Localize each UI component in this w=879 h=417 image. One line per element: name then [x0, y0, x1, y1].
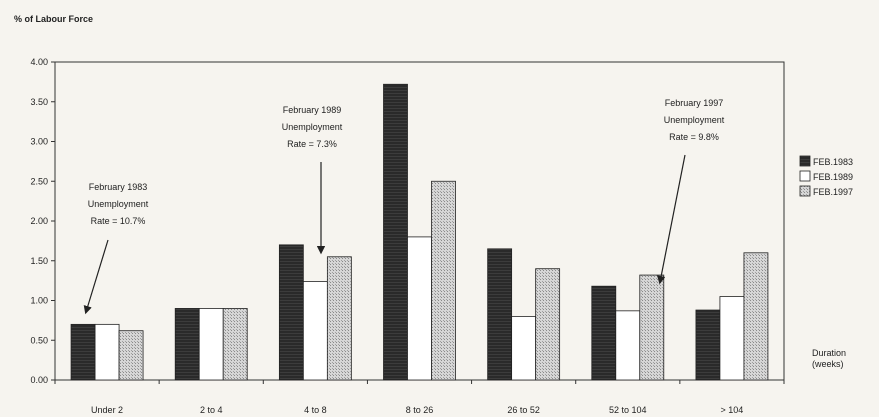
x-category-label: Under 2: [91, 405, 123, 415]
bar-feb-1989-2: [302, 281, 328, 381]
bar-feb-1997-6: [743, 252, 769, 381]
y-tick-label: 0.00: [30, 375, 48, 385]
bar-feb-1997-1: [222, 308, 248, 381]
legend: FEB.1983 FEB.1989 FEB.1997: [799, 155, 853, 197]
annotation-text: Unemployment: [282, 122, 343, 132]
x-category-label: 2 to 4: [200, 405, 223, 415]
annotation-text: Rate = 10.7%: [91, 216, 146, 226]
bar-feb-1989-3: [407, 236, 432, 381]
bar-feb-1983-4: [487, 248, 513, 381]
x-category-label: 26 to 52: [507, 405, 540, 415]
x-category-label: 4 to 8: [304, 405, 327, 415]
annotation-text: Rate = 7.3%: [287, 139, 337, 149]
bar-feb-1997-5: [639, 274, 665, 381]
y-tick-label: 4.00: [30, 57, 48, 67]
bar-feb-1997-4: [535, 268, 561, 381]
annotation-text: February 1989: [283, 105, 342, 115]
bar-feb-1989-6: [719, 296, 745, 381]
annotation-text: Rate = 9.8%: [669, 132, 719, 142]
annotation-text: Unemployment: [88, 199, 149, 209]
bar-feb-1983-0: [70, 323, 96, 381]
y-tick-label: 1.50: [30, 256, 48, 266]
bar-feb-1989-1: [198, 308, 224, 381]
bar-feb-1997-2: [326, 256, 352, 381]
bars: [70, 83, 769, 381]
x-axis: Under 2 2 to 4 4 to 8 8 to 26 26 to 52 52 to …: [54, 380, 785, 415]
bar-feb-1983-2: [278, 244, 304, 381]
annotation-text: February 1997: [665, 98, 724, 108]
annotation-text: February 1983: [89, 182, 148, 192]
y-tick-label: 3.50: [30, 97, 48, 107]
bar-feb-1989-5: [615, 310, 641, 381]
bar-feb-1997-3: [431, 180, 456, 381]
y-axis: 0.00 0.50 1.00 1.50 2.00 2.50 3.00 3.50 4.00: [30, 57, 55, 385]
annotations: February 1983 Unemployment Rate = 10.7% Feb…: [83, 98, 725, 315]
legend-swatch: [799, 185, 811, 197]
y-axis-title: % of Labour Force: [14, 14, 93, 24]
x-axis-title-line2: (weeks): [812, 359, 844, 369]
x-category-label: 52 to 104: [609, 405, 647, 415]
y-tick-label: 2.50: [30, 176, 48, 186]
bar-feb-1983-3: [383, 83, 408, 381]
annotation-arrow: [657, 154, 686, 285]
y-tick-label: 3.00: [30, 137, 48, 147]
x-axis-title-line1: Duration: [812, 348, 846, 358]
bar-feb-1983-5: [591, 285, 617, 381]
y-tick-label: 0.50: [30, 335, 48, 345]
legend-label: FEB.1989: [813, 172, 853, 182]
annotation-text: Unemployment: [664, 115, 725, 125]
annotation-arrow: [83, 239, 109, 315]
bar-feb-1997-0: [118, 330, 144, 381]
legend-swatch: [799, 155, 811, 167]
y-tick-label: 1.00: [30, 296, 48, 306]
legend-label: FEB.1997: [813, 187, 853, 197]
legend-swatch: [799, 170, 811, 182]
bar-feb-1989-4: [511, 315, 537, 381]
x-category-label: > 104: [721, 405, 744, 415]
legend-label: FEB.1983: [813, 157, 853, 167]
bar-feb-1983-6: [695, 309, 721, 381]
bar-feb-1989-0: [94, 323, 120, 381]
y-tick-label: 2.00: [30, 216, 48, 226]
x-category-label: 8 to 26: [406, 405, 434, 415]
bar-feb-1983-1: [174, 308, 200, 381]
